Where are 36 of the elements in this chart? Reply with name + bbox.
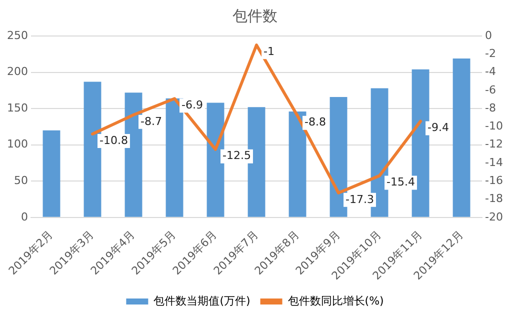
y2-tick-label: -2 <box>485 47 496 60</box>
data-label: -15.4 <box>386 176 415 189</box>
legend-label: 包件数同比增长(%) <box>288 294 384 308</box>
bar <box>452 58 470 217</box>
bar <box>206 102 224 217</box>
data-label: -6.9 <box>182 98 203 112</box>
y-tick-label: 250 <box>6 28 28 42</box>
y2-tick-label: -6 <box>485 83 496 96</box>
y-tick-label: 100 <box>6 138 28 151</box>
y-tick-label: 150 <box>6 101 28 114</box>
y2-tick-label: -20 <box>485 210 503 224</box>
data-label: -1 <box>264 44 274 58</box>
bar <box>166 98 184 217</box>
y-tick-label: 0 <box>20 210 28 224</box>
y2-tick-label: -10 <box>485 120 503 133</box>
data-label: -9.4 <box>428 121 449 134</box>
y-tick-label: 200 <box>6 65 28 78</box>
chart-title: 包件数 <box>232 6 278 25</box>
y2-tick-label: -16 <box>485 174 503 187</box>
y2-tick-label: 0 <box>485 28 492 42</box>
bar <box>42 130 60 217</box>
y2-tick-label: -12 <box>485 138 503 151</box>
bar <box>84 82 102 217</box>
data-label: -12.5 <box>222 149 251 162</box>
data-label: -17.3 <box>346 192 374 206</box>
y2-tick-label: -14 <box>485 156 503 169</box>
data-label: -8.8 <box>304 116 326 129</box>
bar <box>330 96 348 217</box>
data-label: -8.7 <box>140 114 162 128</box>
y2-tick-label: -4 <box>485 65 496 78</box>
legend-label: 包件数当期值(万件) <box>154 294 250 308</box>
y2-tick-label: -18 <box>485 192 503 206</box>
y2-tick-label: -8 <box>485 101 496 114</box>
y-tick-label: 50 <box>14 174 28 187</box>
data-label: -10.8 <box>100 134 128 147</box>
bar <box>288 111 306 217</box>
